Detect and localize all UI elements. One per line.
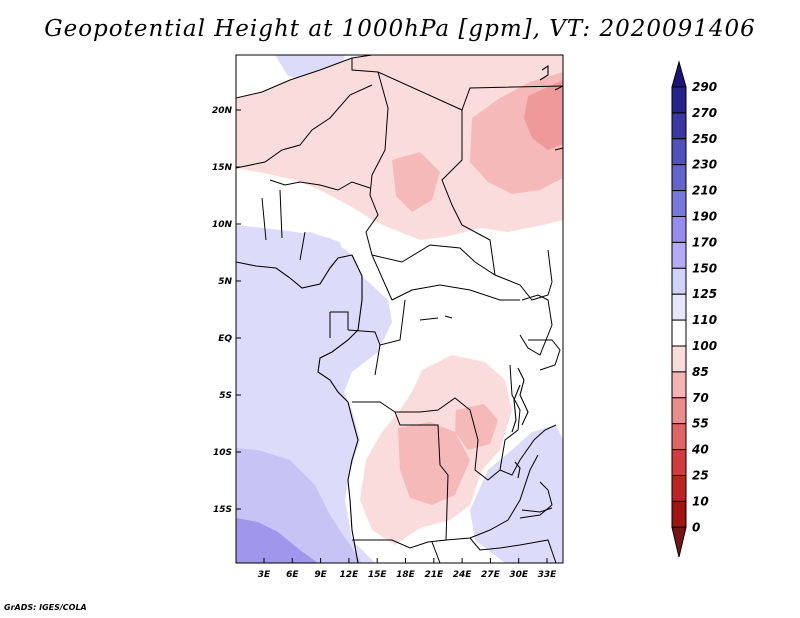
colorbar-label: 290: [692, 80, 717, 94]
colorbar-label: 55: [692, 417, 709, 431]
lat-label: 10S: [213, 448, 232, 458]
colorbar-swatch: [671, 423, 687, 451]
map-plot-area: [236, 55, 563, 563]
lon-label: 27E: [481, 570, 501, 580]
lon-label: 6E: [286, 570, 299, 580]
colorbar-label: 110: [692, 313, 717, 327]
colorbar-swatch: [671, 345, 687, 373]
colorbar: 2902702502302101901701501251101008570554…: [671, 60, 717, 558]
lon-label: 24E: [453, 570, 473, 580]
colorbar-swatch: [671, 449, 687, 477]
lat-label: 15N: [212, 163, 233, 173]
colorbar-label: 85: [692, 365, 709, 379]
map-frame: [235, 54, 564, 564]
colorbar-label: 25: [692, 469, 709, 483]
colorbar-label: 70: [692, 391, 709, 405]
south-coast-deep-blue: [236, 518, 318, 563]
lon-label: 21E: [424, 570, 444, 580]
colorbar-swatch: [671, 319, 687, 347]
lat-label: 5S: [219, 391, 232, 401]
colorbar-swatch: [671, 138, 687, 166]
colorbar-bottom-triangle: [671, 526, 687, 558]
lon-label: 3E: [258, 570, 271, 580]
colorbar-swatch: [671, 216, 687, 243]
coastlines-and-lakes: [236, 64, 553, 563]
colorbar-swatch: [671, 500, 687, 528]
lat-label: 20N: [212, 106, 233, 116]
west-africa-blue-patch: [272, 232, 346, 278]
lake-region-mid-red: [455, 404, 498, 450]
colorbar-swatch: [671, 241, 687, 269]
colorbar-swatch: [671, 475, 687, 502]
colorbar-label: 40: [691, 443, 709, 457]
country-borders: [236, 55, 563, 563]
lon-label: 18E: [396, 570, 416, 580]
northeast-deep-red: [524, 80, 563, 150]
colorbar-label: 190: [692, 210, 717, 224]
colorbar-label: 10: [692, 494, 709, 508]
colorbar-swatch: [671, 112, 687, 140]
lon-label: 33E: [538, 570, 558, 580]
colorbar-label: 0: [692, 520, 700, 534]
colorbar-top-triangle: [671, 60, 687, 88]
lon-label: 15E: [368, 570, 388, 580]
lat-label: 10N: [212, 220, 233, 230]
lon-label: 30E: [509, 570, 529, 580]
colorbar-label: 210: [692, 184, 717, 198]
colorbar-label: 230: [692, 158, 717, 172]
latitude-axis: 20N 15N 10N 5N EQ 5S 10S 15S: [212, 106, 241, 515]
lon-label: 9E: [314, 570, 327, 580]
lat-label: 15S: [213, 505, 232, 515]
colorbar-swatch: [671, 397, 687, 425]
colorbar-label: 150: [692, 261, 717, 275]
colorbar-label: 100: [692, 339, 717, 353]
sahel-red-region: [236, 55, 563, 240]
chad-mid-red-patch: [392, 152, 440, 212]
lat-label: 5N: [218, 277, 232, 287]
lon-label: 12E: [340, 570, 360, 580]
colorbar-swatch: [671, 164, 687, 192]
map-title: Geopotential Height at 1000hPa [gpm], VT…: [44, 16, 756, 42]
colorbar-label: 170: [692, 235, 717, 249]
colorbar-swatch: [671, 86, 687, 114]
colorbar-swatch: [671, 267, 687, 295]
longitude-axis: 3E 6E 9E 12E 15E 18E 21E 24E 27E 30E 33E: [258, 558, 557, 580]
colorbar-label: 125: [692, 287, 717, 301]
south-mid-red-patch: [398, 422, 470, 505]
colorbar-swatch: [671, 371, 687, 399]
grads-credit: GrADS: IGES/COLA: [4, 603, 87, 612]
colorbar-label: 270: [692, 106, 717, 120]
colorbar-label: 250: [692, 132, 717, 146]
colorbar-swatch: [671, 190, 687, 218]
lat-label: EQ: [218, 334, 232, 344]
colorbar-swatch: [671, 293, 687, 321]
